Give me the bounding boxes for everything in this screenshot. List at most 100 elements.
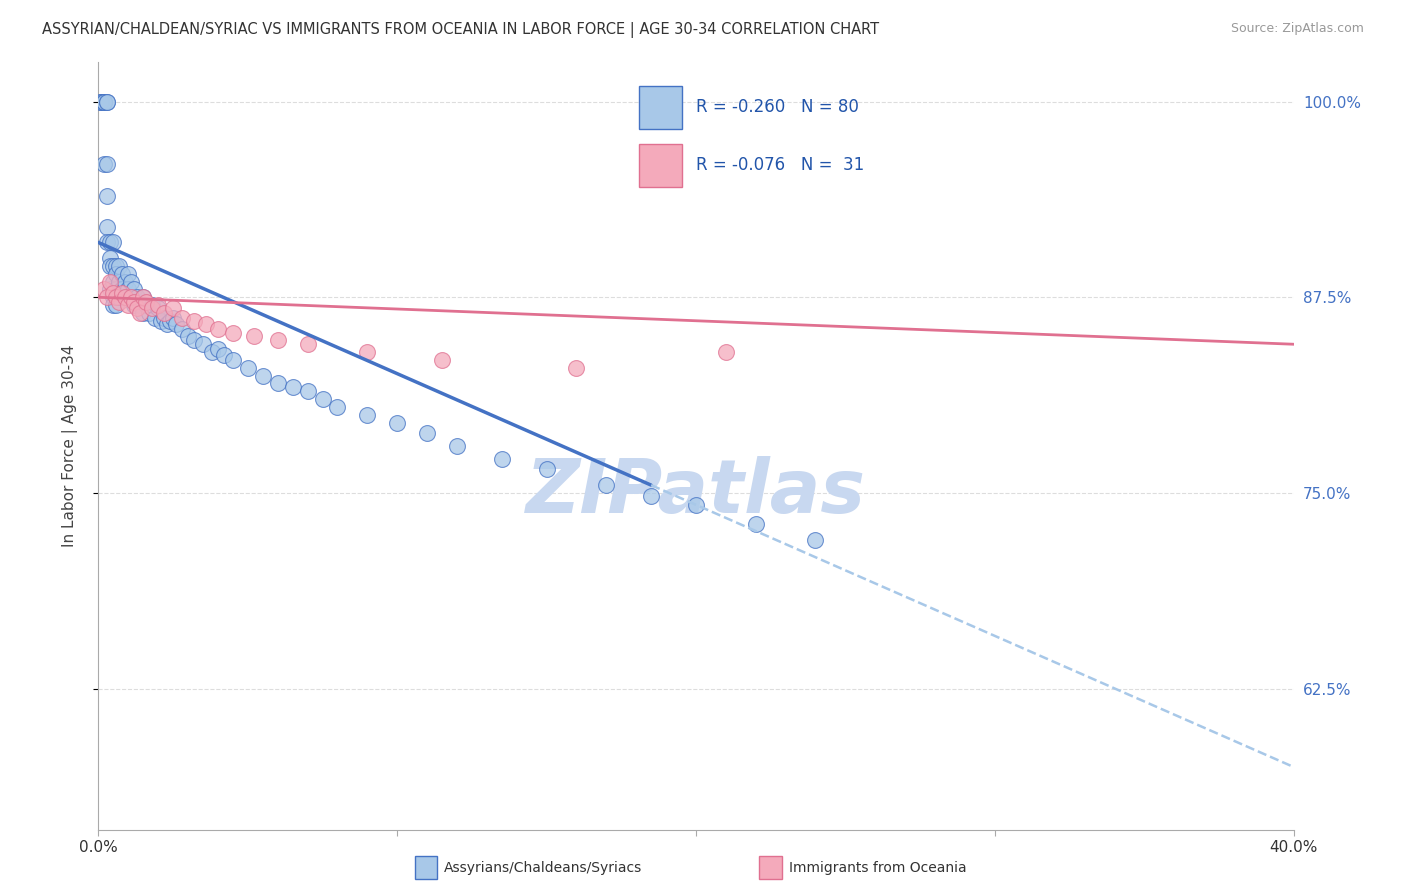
Point <box>114 290 136 304</box>
Point <box>105 259 128 273</box>
Point <box>111 282 134 296</box>
Point <box>108 290 131 304</box>
Point <box>183 314 205 328</box>
Point <box>446 439 468 453</box>
Text: Source: ZipAtlas.com: Source: ZipAtlas.com <box>1230 22 1364 36</box>
Text: ZIPatlas: ZIPatlas <box>526 456 866 529</box>
Point <box>103 235 125 250</box>
Point <box>124 298 146 312</box>
Point <box>108 259 131 273</box>
Point <box>150 314 173 328</box>
Point <box>98 251 122 265</box>
Point <box>177 329 200 343</box>
Point <box>103 275 125 289</box>
Point <box>93 282 115 296</box>
Point <box>222 352 245 367</box>
Point <box>491 451 513 466</box>
Point <box>297 337 319 351</box>
Point <box>212 348 235 362</box>
Point <box>103 290 125 304</box>
Point <box>127 301 149 316</box>
Point <box>120 275 142 289</box>
Text: Immigrants from Oceania: Immigrants from Oceania <box>789 862 966 875</box>
Point <box>98 282 122 296</box>
Point <box>416 426 439 441</box>
Point <box>114 290 136 304</box>
Text: ASSYRIAN/CHALDEAN/SYRIAC VS IMMIGRANTS FROM OCEANIA IN LABOR FORCE | AGE 30-34 C: ASSYRIAN/CHALDEAN/SYRIAC VS IMMIGRANTS F… <box>42 22 879 38</box>
Point <box>138 306 160 320</box>
Point <box>281 379 304 393</box>
Point <box>114 275 136 289</box>
Point <box>90 95 112 109</box>
Point <box>105 282 128 296</box>
Point <box>172 321 194 335</box>
Point <box>267 376 290 391</box>
Point <box>267 333 290 347</box>
Point <box>135 298 157 312</box>
Point <box>117 298 139 312</box>
Point <box>165 317 187 331</box>
Point <box>96 219 118 234</box>
Point <box>93 95 115 109</box>
Point <box>96 235 118 250</box>
Point <box>117 282 139 296</box>
Point <box>98 235 122 250</box>
Point <box>135 295 157 310</box>
Point <box>311 392 333 406</box>
Point <box>129 306 152 320</box>
Point <box>148 298 170 312</box>
Point <box>96 290 118 304</box>
Point <box>153 306 176 320</box>
Point <box>804 533 827 547</box>
Point <box>207 321 229 335</box>
Point <box>191 337 214 351</box>
Point <box>96 188 118 202</box>
Point <box>243 329 266 343</box>
Point <box>207 342 229 356</box>
Point <box>162 310 184 325</box>
Point <box>356 408 378 422</box>
Point <box>222 326 245 341</box>
Point <box>201 345 224 359</box>
Point <box>745 517 768 532</box>
Point <box>595 478 617 492</box>
Point <box>124 282 146 296</box>
Point <box>685 499 707 513</box>
Point <box>159 314 181 328</box>
Point <box>108 275 131 289</box>
Point <box>127 290 149 304</box>
Point <box>103 285 125 300</box>
Point <box>98 259 122 273</box>
Point <box>183 333 205 347</box>
Point <box>96 157 118 171</box>
Point <box>326 400 349 414</box>
Point <box>162 301 184 316</box>
Point <box>129 298 152 312</box>
Point <box>153 310 176 325</box>
Point <box>90 95 112 109</box>
Point <box>103 298 125 312</box>
Point <box>132 290 155 304</box>
Point <box>430 352 453 367</box>
Point <box>141 298 163 312</box>
Point <box>96 95 118 109</box>
Point <box>117 267 139 281</box>
Point <box>96 95 118 109</box>
Point <box>93 95 115 109</box>
Point <box>148 301 170 316</box>
Point <box>536 462 558 476</box>
Point <box>90 95 112 109</box>
Point <box>132 306 155 320</box>
Point <box>172 310 194 325</box>
Point <box>111 267 134 281</box>
Point <box>111 285 134 300</box>
Point <box>195 317 218 331</box>
Point <box>252 368 274 383</box>
Y-axis label: In Labor Force | Age 30-34: In Labor Force | Age 30-34 <box>62 344 77 548</box>
Point <box>105 267 128 281</box>
Point <box>98 275 122 289</box>
Point <box>105 290 128 304</box>
Point <box>141 301 163 316</box>
Point <box>120 290 142 304</box>
Point <box>236 360 259 375</box>
